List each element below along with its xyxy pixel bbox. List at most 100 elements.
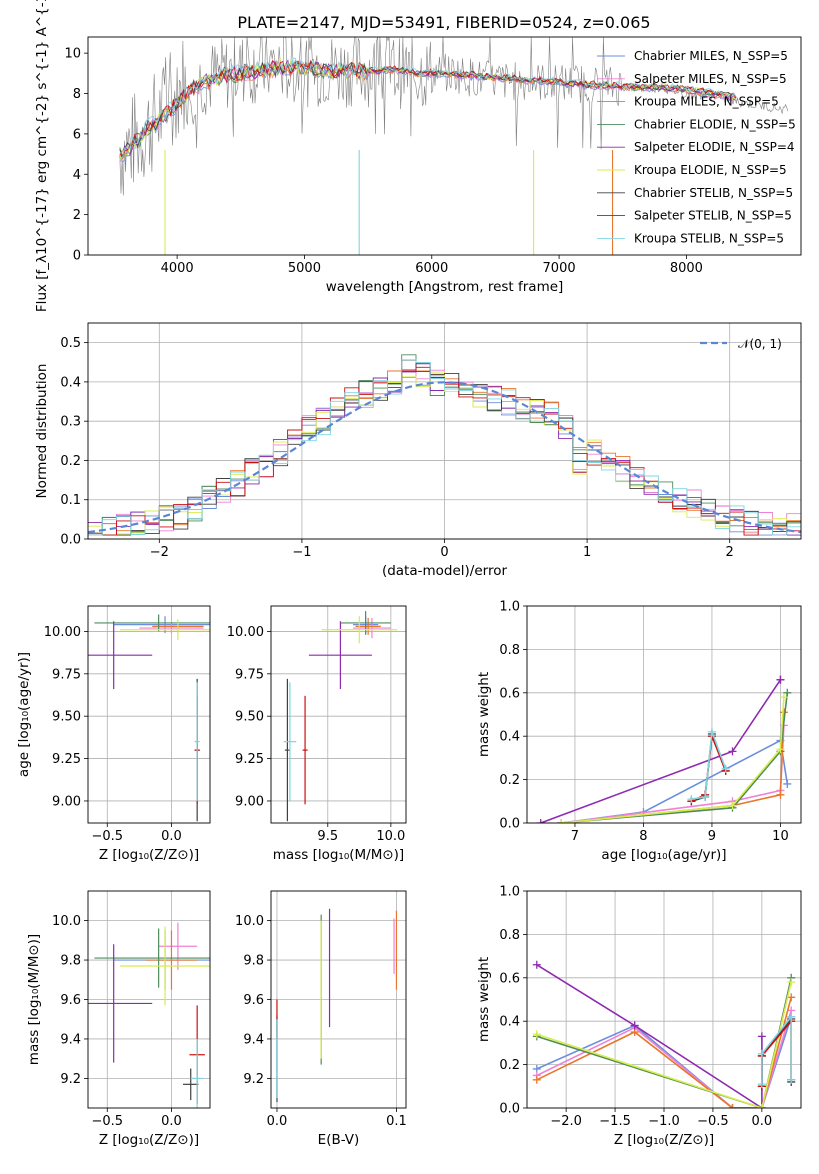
y-tick-label: 0.6 bbox=[499, 971, 520, 986]
x-tick-label: 0.0 bbox=[161, 829, 182, 844]
mass-weight-marker bbox=[757, 1104, 766, 1108]
y-tick-label: 9.00 bbox=[52, 794, 81, 809]
x-tick-label: 7 bbox=[571, 829, 579, 844]
y-tick-label: 10.0 bbox=[235, 914, 264, 929]
mass-weight-marker bbox=[630, 1021, 639, 1030]
y-axis-label: Normed distribution bbox=[34, 364, 50, 499]
y-tick-label: 0.2 bbox=[499, 1058, 520, 1073]
x-tick-label: 1 bbox=[583, 545, 591, 560]
model-spectrum-line bbox=[119, 59, 737, 156]
y-tick-label: 0.8 bbox=[499, 928, 520, 943]
y-tick-label: 8 bbox=[73, 87, 81, 102]
error-bar-point bbox=[145, 930, 198, 990]
y-tick-label: 0.4 bbox=[499, 730, 520, 745]
figure-title: PLATE=2147, MJD=53491, FIBERID=0524, z=0… bbox=[237, 13, 650, 32]
y-tick-label: 10 bbox=[64, 47, 81, 62]
y-tick-label: 9.2 bbox=[60, 1072, 81, 1087]
y-tick-label: 9.8 bbox=[60, 954, 81, 969]
y-tick-label: 9.25 bbox=[235, 752, 264, 767]
mass-weight-marker bbox=[783, 779, 792, 788]
y-tick-label: 9.75 bbox=[52, 667, 81, 682]
mass-weight-line bbox=[561, 697, 785, 823]
legend-entry: Salpeter ELODIE, N_SSP=4 bbox=[634, 140, 795, 154]
legend-entry: Salpeter STELIB, N_SSP=5 bbox=[634, 209, 792, 223]
y-tick-label: 0.6 bbox=[499, 686, 520, 701]
mass-weight-marker bbox=[783, 688, 792, 697]
mass-weight-marker bbox=[776, 675, 785, 684]
x-tick-label: 9 bbox=[708, 829, 716, 844]
mass-weight-marker bbox=[701, 792, 710, 801]
y-axis-label: Flux [f_λ10^{-17} erg cm^{-2} s^{-1} A^{… bbox=[34, 0, 50, 312]
x-tick-label: −0.5 bbox=[91, 829, 123, 844]
mass-weight-line bbox=[561, 712, 785, 823]
y-tick-label: 9.75 bbox=[235, 667, 264, 682]
error-bar-point bbox=[94, 928, 210, 988]
x-tick-label: −1.0 bbox=[648, 1114, 680, 1129]
y-tick-label: 4 bbox=[73, 168, 81, 183]
error-bar-point bbox=[88, 944, 153, 1063]
error-bar-point bbox=[158, 922, 198, 970]
y-tick-label: 0 bbox=[73, 249, 81, 264]
x-tick-label: −1 bbox=[292, 545, 311, 560]
plot-area bbox=[88, 922, 210, 1108]
axes-frame bbox=[270, 605, 407, 824]
y-tick-label: 9.4 bbox=[243, 1032, 264, 1047]
y-tick-label: 10.00 bbox=[227, 625, 264, 640]
y-tick-label: 9.2 bbox=[243, 1072, 264, 1087]
error-bar-point bbox=[194, 682, 200, 801]
x-tick-label: 4000 bbox=[161, 261, 194, 276]
plot-area bbox=[536, 675, 792, 823]
legend-entry: Salpeter MILES, N_SSP=5 bbox=[634, 72, 787, 86]
axes-mass_vs_ebv: 0.0 0.1 9.2 9.4 9.6 9.8 10.0 E(B-V) bbox=[235, 890, 407, 1148]
y-tick-label: 0.1 bbox=[60, 493, 81, 508]
x-axis-label: mass [log₁₀(M/M⊙)] bbox=[273, 847, 404, 863]
y-tick-label: 9.8 bbox=[243, 954, 264, 969]
legend-entry: Kroupa ELODIE, N_SSP=5 bbox=[634, 163, 787, 177]
plot-area bbox=[532, 960, 796, 1108]
error-bar-point bbox=[94, 614, 210, 632]
y-tick-label: 0.5 bbox=[60, 336, 81, 351]
legend-entry: Chabrier ELODIE, N_SSP=5 bbox=[634, 117, 796, 131]
plot-area bbox=[283, 611, 398, 822]
mass-weight-marker bbox=[532, 960, 541, 969]
error-bar-point bbox=[139, 622, 204, 634]
x-tick-label: 8000 bbox=[670, 261, 703, 276]
axes-age_vs_Z: −0.5 0.0 9.00 9.25 9.50 9.75 10.00 Z [log₁₀(Z/Z… bbox=[16, 605, 211, 863]
x-axis-label: (data-model)/error bbox=[382, 563, 508, 579]
mass-weight-marker bbox=[776, 790, 785, 799]
y-tick-label: 0.0 bbox=[499, 817, 520, 832]
axes-mass_vs_Z: −0.5 0.0 9.2 9.4 9.6 9.8 10.0 Z [log₁₀(Z/Z⊙)] ma… bbox=[26, 890, 211, 1148]
error-bar-point bbox=[120, 619, 210, 640]
y-tick-label: 0.3 bbox=[60, 415, 81, 430]
plot-area bbox=[88, 614, 210, 822]
histogram-step bbox=[88, 359, 801, 536]
model-spectrum-line bbox=[119, 59, 737, 159]
x-tick-label: 6000 bbox=[415, 261, 448, 276]
y-axis-label: age [log₁₀(age/yr)] bbox=[16, 652, 32, 777]
legend-entry: Kroupa STELIB, N_SSP=5 bbox=[634, 231, 784, 245]
mass-weight-line bbox=[540, 679, 782, 823]
y-tick-label: 2 bbox=[73, 208, 81, 223]
x-tick-label: 0 bbox=[440, 545, 448, 560]
mass-weight-marker bbox=[532, 1075, 541, 1084]
x-tick-label: −2 bbox=[150, 545, 169, 560]
x-tick-label: 0.0 bbox=[752, 1114, 773, 1129]
spectrum-legend: Chabrier MILES, N_SSP=5 Salpeter MILES, N… bbox=[597, 49, 796, 245]
residual-legend: 𝒩(0, 1) bbox=[700, 337, 782, 351]
mass-weight-marker bbox=[787, 1075, 796, 1084]
mass-weight-line bbox=[761, 1014, 792, 1085]
error-bar-point bbox=[113, 616, 210, 634]
mass-weight-marker bbox=[757, 1080, 766, 1089]
axes-frame bbox=[87, 605, 211, 824]
mass-weight-marker bbox=[757, 1049, 766, 1058]
y-tick-label: 0.4 bbox=[499, 1015, 520, 1030]
y-tick-label: 10.00 bbox=[44, 625, 81, 640]
normal-curve-line bbox=[88, 381, 801, 534]
mass-weight-marker bbox=[728, 747, 737, 756]
axes-spectrum: 4000 5000 6000 7000 8000 0 2 4 6 8 10 wavelength [A… bbox=[34, 0, 802, 312]
mass-weight-marker bbox=[536, 819, 545, 823]
y-tick-label: 6 bbox=[73, 127, 81, 142]
y-tick-label: 0.0 bbox=[60, 533, 81, 548]
y-tick-label: 9.4 bbox=[60, 1032, 81, 1047]
axes-residuals: −2 −1 0 1 2 0.0 0.1 0.2 0.3 0.4 0.5 (data-model)/er… bbox=[34, 322, 802, 579]
